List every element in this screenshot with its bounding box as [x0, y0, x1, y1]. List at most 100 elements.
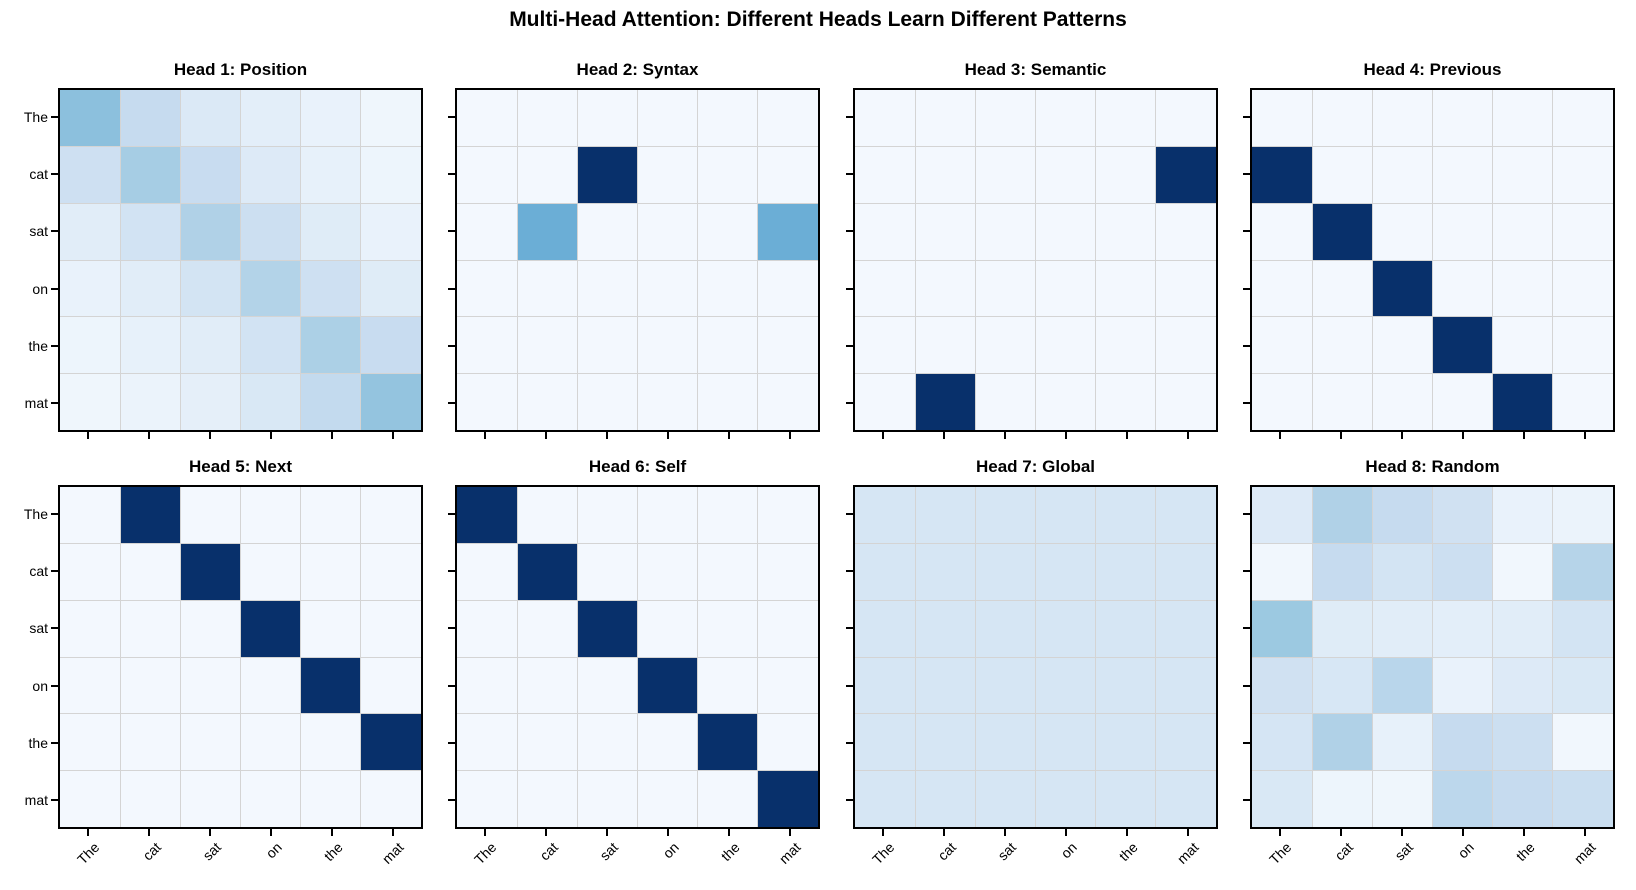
heatmap-cell	[457, 770, 518, 827]
heatmap-cell	[975, 487, 1036, 544]
heatmap-cell	[757, 203, 818, 260]
x-tick-label: sat	[994, 839, 1020, 864]
x-tick-mark	[1522, 829, 1525, 836]
x-tick-label: cat	[1331, 839, 1356, 864]
heatmap-cell	[1552, 373, 1613, 430]
heatmap-cell	[637, 657, 698, 714]
x-tick-mark	[391, 829, 394, 836]
y-tick-mark	[846, 684, 853, 687]
y-tick-mark	[448, 115, 455, 118]
heatmap-cell	[1155, 203, 1216, 260]
x-tick-mark	[484, 829, 487, 836]
heatmap-cell	[855, 657, 916, 714]
y-tick-mark	[846, 345, 853, 347]
heatmap-cell	[975, 543, 1036, 601]
y-tick-mark	[1243, 742, 1250, 744]
x-tick-mark	[1279, 432, 1282, 439]
grid-line	[1252, 656, 1613, 658]
y-tick-mark	[1243, 230, 1250, 233]
heatmap-cell	[457, 543, 518, 601]
grid-line	[855, 769, 1216, 771]
x-tick-mark	[545, 432, 548, 439]
y-tick-mark	[51, 230, 58, 233]
x-tick-mark	[943, 829, 946, 836]
x-tick-mark	[1186, 432, 1189, 439]
y-tick-mark	[846, 742, 853, 744]
heatmap-cell	[360, 203, 421, 260]
heatmap-head-4	[1250, 88, 1615, 432]
heatmap-cell	[1252, 770, 1313, 827]
heatmap-cell	[1155, 146, 1216, 204]
heatmap-cell	[975, 260, 1036, 317]
heatmap-cell	[637, 260, 698, 317]
grid-line	[457, 656, 818, 658]
heatmap-cell	[240, 316, 301, 374]
heatmap-cell	[360, 260, 421, 317]
heatmap-cell	[1035, 713, 1096, 771]
heatmap-cell	[577, 146, 638, 204]
y-tick-mark	[846, 570, 853, 572]
heatmap-cell	[60, 203, 121, 260]
heatmap-cell	[1095, 487, 1156, 544]
heatmap-cell	[1095, 713, 1156, 771]
x-tick-mark	[1401, 432, 1404, 439]
x-tick-mark	[727, 829, 730, 836]
x-tick-mark	[1004, 432, 1007, 439]
heatmap-cell	[577, 260, 638, 317]
x-tick-label: the	[717, 839, 744, 865]
grid-line	[697, 487, 699, 827]
heatmap-cell	[1035, 657, 1096, 714]
heatmap-cell	[300, 316, 361, 374]
heatmap-cell	[300, 600, 361, 657]
heatmap-cell	[1552, 260, 1613, 317]
x-tick-mark	[1064, 829, 1067, 836]
y-tick-mark	[846, 799, 853, 802]
heatmap-cell	[517, 487, 578, 544]
heatmap-cell	[915, 770, 976, 827]
heatmap-cell	[577, 543, 638, 601]
heatmap-cell	[1492, 260, 1553, 317]
y-tick-mark	[846, 627, 853, 630]
heatmap-cell	[1252, 713, 1313, 771]
heatmap-cell	[915, 146, 976, 204]
heatmap-cell	[697, 316, 758, 374]
heatmap-cell	[60, 770, 121, 827]
grid-line	[855, 713, 1216, 715]
heatmap-cell	[120, 600, 181, 657]
heatmap-cell	[855, 487, 916, 544]
y-tick-mark	[1243, 684, 1250, 687]
heatmap-cell	[360, 657, 421, 714]
heatmap-cell	[1432, 203, 1493, 260]
subplot-title: Head 7: Global	[975, 457, 1096, 476]
heatmap-cell	[300, 770, 361, 827]
heatmap-cell	[517, 316, 578, 374]
subplot-title: Head 5: Next	[189, 457, 292, 476]
x-tick-mark	[148, 829, 151, 836]
heatmap-cell	[1432, 713, 1493, 771]
grid-line	[300, 90, 302, 430]
heatmap-cell	[1552, 487, 1613, 544]
heatmap-cell	[457, 260, 518, 317]
heatmap-cell	[240, 543, 301, 601]
x-tick-mark	[330, 432, 333, 439]
heatmap-cell	[1492, 373, 1553, 430]
heatmap-cell	[577, 600, 638, 657]
heatmap-cell	[1552, 600, 1613, 657]
x-tick-label: on	[1057, 839, 1081, 862]
heatmap-cell	[1372, 543, 1433, 601]
y-tick-mark	[846, 173, 853, 175]
x-tick-mark	[788, 829, 791, 836]
heatmap-cell	[457, 146, 518, 204]
y-tick-mark	[846, 402, 853, 405]
y-tick-mark	[448, 627, 455, 630]
heatmap-cell	[180, 657, 241, 714]
heatmap-cell	[1312, 203, 1373, 260]
heatmap-cell	[120, 373, 181, 430]
heatmap-cell	[1372, 146, 1433, 204]
x-tick-mark	[269, 432, 272, 439]
heatmap-cell	[1035, 146, 1096, 204]
heatmap-cell	[855, 146, 916, 204]
heatmap-cell	[240, 657, 301, 714]
heatmap-cell	[360, 316, 421, 374]
